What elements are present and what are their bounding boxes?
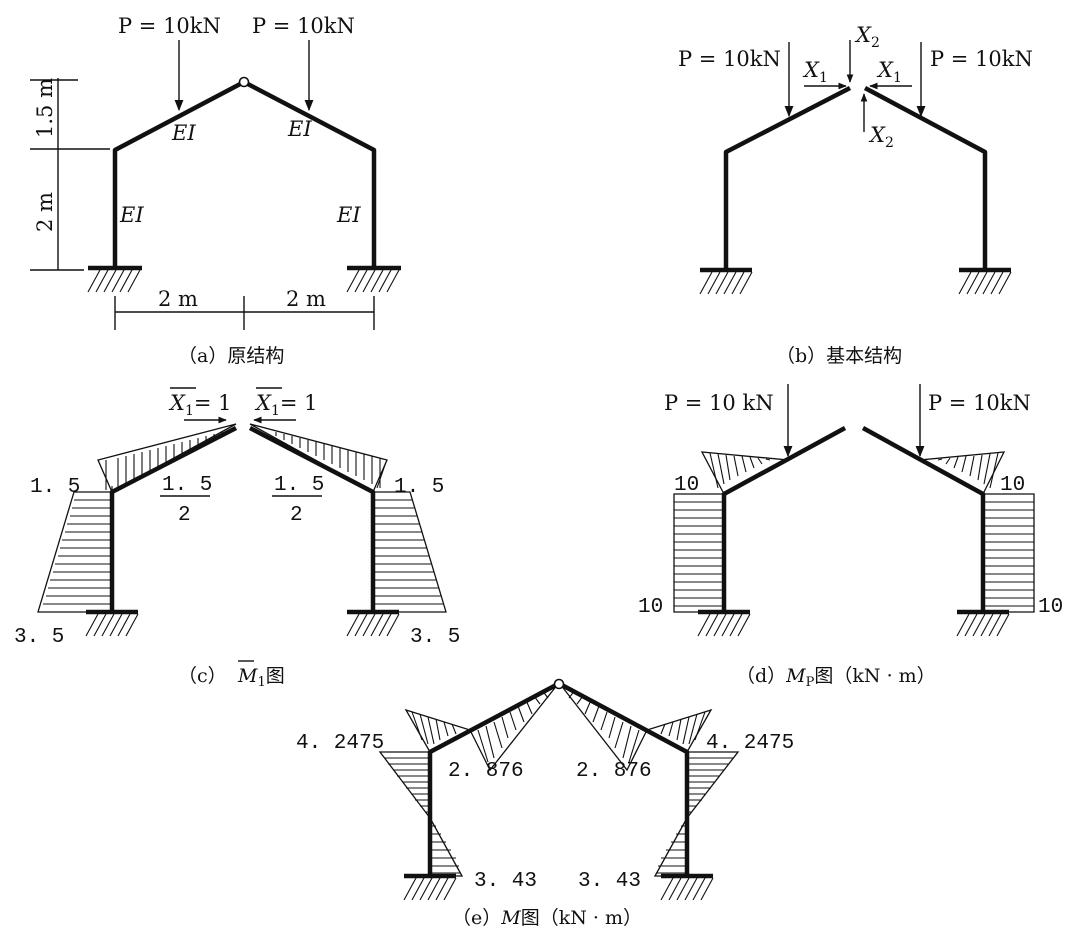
frame-b-left	[723, 86, 852, 270]
dim-2m-vertical: 2 m	[33, 192, 57, 232]
support-e-right	[660, 873, 714, 901]
panel-c-m1-diagram: X1= 1 X1= 1 1. 5 1. 5 3. 5 3. 5 1. 5 2 1…	[14, 387, 460, 690]
load-label-a-left: P = 10kN	[118, 14, 221, 38]
frame-d-left	[721, 426, 847, 612]
load-label-d-right: P = 10kN	[928, 391, 1031, 415]
d-value-bottom-left: 10	[638, 596, 663, 619]
e-value-mid-right: 2. 876	[576, 760, 652, 783]
svg-text:X1= 1: X1= 1	[168, 391, 232, 419]
x2-label-top: X2	[854, 23, 880, 51]
support-b-right	[958, 267, 1012, 295]
c-xbar-label-right: X1= 1	[254, 387, 318, 419]
svg-text:1. 5: 1. 5	[274, 474, 324, 497]
caption-d: （d）MP图（kN · m）	[736, 665, 936, 690]
svg-text:M1图: M1图	[237, 665, 285, 690]
d-value-bottom-right: 10	[1038, 596, 1063, 619]
svg-text:（c）: （c）	[178, 665, 227, 687]
caption-c: （c） M1图	[178, 660, 285, 690]
c-right-column-moment	[372, 491, 447, 613]
x1-label-left: X1	[802, 58, 828, 86]
panel-e-m-diagram: 4. 2475 4. 2475 2. 876 2. 876 3. 43 3. 4…	[296, 678, 794, 929]
e-left-column-moment	[378, 751, 464, 877]
x2-label-bottom: X2	[868, 123, 894, 151]
caption-b: （b）基本结构	[776, 345, 902, 367]
dim-2m-left: 2 m	[158, 287, 198, 311]
support-e-left	[403, 873, 457, 901]
support-b-left	[699, 267, 753, 295]
e-value-top-right: 4. 2475	[706, 732, 794, 755]
caption-a: （a）原结构	[178, 345, 284, 367]
svg-text:2: 2	[178, 504, 191, 527]
svg-text:2: 2	[290, 504, 303, 527]
support-a-right	[346, 265, 401, 293]
frame-e-right	[558, 682, 690, 876]
e-value-bottom-right: 3. 43	[578, 870, 641, 893]
dimension-vertical-a: 1.5 m 2 m	[30, 78, 110, 271]
c-xbar-label-left: X1= 1	[168, 387, 232, 419]
caption-e: （e）M图（kN · m）	[452, 907, 642, 929]
load-label-d-left: P = 10 kN	[664, 391, 774, 415]
hinge-a	[238, 76, 250, 88]
d-right-rafter-moment	[917, 451, 1006, 495]
svg-text:X1= 1: X1= 1	[254, 391, 318, 419]
frame-b-right	[863, 86, 988, 270]
load-label-a-right: P = 10kN	[252, 14, 355, 38]
support-a-left	[87, 265, 142, 293]
support-d-left	[697, 609, 751, 637]
d-right-column-moment	[982, 493, 1035, 613]
c-value-bottom-left: 3. 5	[14, 626, 64, 649]
frame-e-left	[427, 682, 560, 876]
panel-a-original-structure: P = 10kN P = 10kN EI EI EI EI 1.5 m 2 m …	[30, 14, 401, 367]
frame-c-right	[248, 426, 376, 612]
load-label-b-right: P = 10kN	[930, 47, 1033, 71]
d-value-top-left: 10	[674, 474, 699, 497]
d-left-column-moment	[673, 493, 725, 613]
dim-2m-right: 2 m	[286, 287, 326, 311]
load-label-b-left: P = 10kN	[678, 47, 781, 71]
e-value-top-left: 4. 2475	[296, 732, 384, 755]
frame-a	[112, 79, 377, 268]
svg-text:1. 5: 1. 5	[162, 474, 212, 497]
frame-c-left	[109, 426, 238, 612]
c-left-column-moment	[37, 491, 113, 613]
c-value-top-right: 1. 5	[394, 476, 444, 499]
support-c-right	[346, 609, 400, 637]
ei-label-a-4: EI	[336, 203, 361, 227]
c-value-bottom-right: 3. 5	[410, 626, 460, 649]
ei-label-a-1: EI	[171, 121, 196, 145]
panel-d-mp-diagram: P = 10 kN P = 10kN 10 10 10 10 （d）MP图（kN…	[638, 384, 1063, 690]
d-value-top-right: 10	[1000, 474, 1025, 497]
x1-label-right: X1	[876, 58, 902, 86]
ei-label-a-2: EI	[287, 117, 312, 141]
support-d-right	[956, 609, 1010, 637]
c-value-top-left: 1. 5	[30, 476, 80, 499]
d-left-rafter-moment	[700, 451, 791, 495]
c-fraction-right: 1. 5 2	[272, 474, 324, 527]
dim-1-5m: 1.5 m	[33, 78, 57, 138]
e-value-bottom-left: 3. 43	[474, 870, 537, 893]
support-c-left	[85, 609, 139, 637]
hinge-e	[553, 678, 565, 690]
c-fraction-left: 1. 5 2	[160, 474, 212, 527]
e-value-mid-left: 2. 876	[448, 760, 524, 783]
dimension-horizontal-a: 2 m 2 m	[114, 287, 375, 330]
e-right-column-moment	[653, 751, 740, 877]
ei-label-a-3: EI	[119, 203, 144, 227]
frame-d-right	[861, 426, 986, 612]
panel-b-basic-structure: P = 10kN P = 10kN X1 X1 X2 X2 （b）基本结构	[678, 23, 1033, 367]
